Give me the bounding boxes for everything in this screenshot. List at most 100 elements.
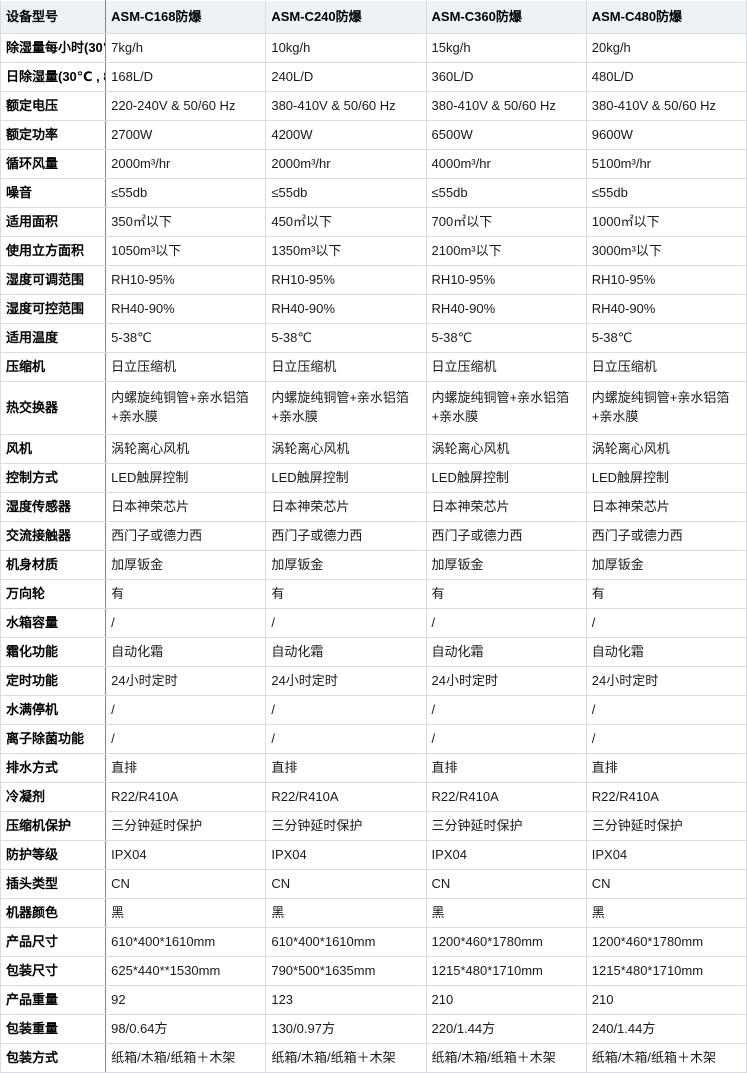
spec-value-cell: RH10-95%	[265, 265, 427, 295]
row-label: 适用面积	[0, 207, 107, 237]
spec-value-cell: 自动化霜	[586, 637, 747, 667]
spec-value-cell: 有	[426, 579, 587, 609]
table-row: 湿度可控范围 RH40-90% RH40-90% RH40-90% RH40-90%	[0, 294, 747, 324]
spec-value-cell: 1050m³以下	[105, 236, 267, 266]
spec-value-cell: 日立压缩机	[426, 352, 587, 382]
row-label: 额定功率	[0, 120, 107, 150]
spec-value-cell: 内螺旋纯铜管+亲水铝箔+亲水膜	[105, 381, 267, 435]
spec-value-cell: RH10-95%	[586, 265, 747, 295]
spec-value-cell: 直排	[426, 753, 587, 783]
table-row: 除湿量每小时(30℃ , 80%RH)7kg/h10kg/h15kg/h20kg…	[0, 33, 747, 63]
spec-value-cell: RH10-95%	[105, 265, 267, 295]
table-body: 除湿量每小时(30℃ , 80%RH)7kg/h10kg/h15kg/h20kg…	[0, 33, 747, 1073]
spec-value-cell: 450㎡以下	[265, 207, 427, 237]
spec-value-cell: 7kg/h	[105, 33, 267, 63]
spec-value-cell: 98/0.64方	[105, 1014, 267, 1044]
spec-value-cell: 加厚钣金	[265, 550, 427, 580]
spec-value-cell: 自动化霜	[105, 637, 267, 667]
row-label: 风机	[0, 434, 107, 464]
table-row: 控制方式 LED触屏控制 LED触屏控制 LED触屏控制 LED触屏控制	[0, 463, 747, 493]
table-row: 压缩机保护 三分钟延时保护 三分钟延时保护 三分钟延时保护 三分钟延时保护	[0, 811, 747, 841]
spec-value-cell: /	[105, 608, 267, 638]
spec-value-cell: 790*500*1635mm	[265, 956, 427, 986]
spec-value-cell: 有	[586, 579, 747, 609]
spec-value-cell: 黑	[265, 898, 427, 928]
row-label: 万向轮	[0, 579, 107, 609]
spec-value-cell: 380-410V & 50/60 Hz	[265, 91, 427, 121]
spec-value-cell: 日立压缩机	[586, 352, 747, 382]
column-header-spec-name: 设备型号	[0, 0, 107, 34]
spec-value-cell: LED触屏控制	[426, 463, 587, 493]
spec-value-cell: 210	[586, 985, 747, 1015]
row-label: 离子除菌功能	[0, 724, 107, 754]
spec-value-cell: 黑	[586, 898, 747, 928]
spec-value-cell: 涡轮离心风机	[105, 434, 267, 464]
spec-value-cell: 350㎡以下	[105, 207, 267, 237]
spec-value-cell: /	[265, 608, 427, 638]
spec-value-cell: CN	[426, 869, 587, 899]
row-label: 交流接触器	[0, 521, 107, 551]
spec-value-cell: 西门子或德力西	[426, 521, 587, 551]
table-row: 包装尺寸 625*440**1530mm 790*500*1635mm 1215*48…	[0, 956, 747, 986]
spec-value-cell: 日本神荣芯片	[426, 492, 587, 522]
spec-value-cell: 三分钟延时保护	[105, 811, 267, 841]
spec-value-cell: 1350m³以下	[265, 236, 427, 266]
table-row: 机器颜色黑黑黑黑	[0, 898, 747, 928]
spec-value-cell: 涡轮离心风机	[586, 434, 747, 464]
spec-value-cell: 1000㎡以下	[586, 207, 747, 237]
spec-value-cell: /	[265, 724, 427, 754]
row-label: 排水方式	[0, 753, 107, 783]
spec-value-cell: 5-38℃	[105, 323, 267, 353]
row-label: 机器颜色	[0, 898, 107, 928]
row-label: 使用立方面积	[0, 236, 107, 266]
table-row: 机身材质 加厚钣金 加厚钣金 加厚钣金 加厚钣金	[0, 550, 747, 580]
table-row: 使用立方面积 1050m³以下 1350m³以下 2100m³以下 3000m³以下	[0, 236, 747, 266]
spec-value-cell: 5-38℃	[586, 323, 747, 353]
table-row: 排水方式 直排 直排 直排 直排	[0, 753, 747, 783]
spec-value-cell: 2000m³/hr	[105, 149, 267, 179]
spec-value-cell: 24小时定时	[105, 666, 267, 696]
table-row: 包装方式 纸箱/木箱/纸箱＋木架 纸箱/木箱/纸箱＋木架 纸箱/木箱/纸箱＋木架 纸箱/…	[0, 1043, 747, 1073]
row-label: 水满停机	[0, 695, 107, 725]
spec-value-cell: 6500W	[426, 120, 587, 150]
table-row: 额定功率 2700W 4200W 6500W 9600W	[0, 120, 747, 150]
spec-value-cell: IPX04	[265, 840, 427, 870]
spec-value-cell: CN	[265, 869, 427, 899]
spec-value-cell: 加厚钣金	[586, 550, 747, 580]
spec-value-cell: 5100m³/hr	[586, 149, 747, 179]
spec-value-cell: 92	[105, 985, 267, 1015]
spec-value-cell: 日立压缩机	[105, 352, 267, 382]
spec-value-cell: 纸箱/木箱/纸箱＋木架	[105, 1043, 267, 1073]
spec-value-cell: RH10-95%	[426, 265, 587, 295]
spec-value-cell: 西门子或德力西	[265, 521, 427, 551]
spec-value-cell: 20kg/h	[586, 33, 747, 63]
row-label: 循环风量	[0, 149, 107, 179]
spec-value-cell: RH40-90%	[105, 294, 267, 324]
spec-value-cell: 日本神荣芯片	[265, 492, 427, 522]
spec-value-cell: ≤55db	[105, 178, 267, 208]
row-label: 霜化功能	[0, 637, 107, 667]
row-label: 噪音	[0, 178, 107, 208]
spec-value-cell: 24小时定时	[426, 666, 587, 696]
table-row: 产品尺寸 610*400*1610mm 610*400*1610mm 1200*460…	[0, 927, 747, 957]
row-label: 机身材质	[0, 550, 107, 580]
spec-value-cell: ≤55db	[426, 178, 587, 208]
spec-value-cell: 168L/D	[105, 62, 267, 92]
spec-value-cell: /	[105, 724, 267, 754]
table-row: 湿度传感器 日本神荣芯片 日本神荣芯片 日本神荣芯片 日本神荣芯片	[0, 492, 747, 522]
spec-value-cell: 210	[426, 985, 587, 1015]
spec-value-cell: /	[426, 695, 587, 725]
spec-value-cell: 5-38℃	[265, 323, 427, 353]
spec-value-cell: 纸箱/木箱/纸箱＋木架	[586, 1043, 747, 1073]
row-label: 压缩机	[0, 352, 107, 382]
spec-value-cell: 380-410V & 50/60 Hz	[426, 91, 587, 121]
spec-value-cell: 涡轮离心风机	[426, 434, 587, 464]
table-row: 水满停机 / / / /	[0, 695, 747, 725]
table-row: 防护等级 IPX04 IPX04 IPX04 IPX04	[0, 840, 747, 870]
spec-value-cell: 9600W	[586, 120, 747, 150]
spec-value-cell: /	[586, 724, 747, 754]
spec-value-cell: 加厚钣金	[105, 550, 267, 580]
spec-value-cell: 涡轮离心风机	[265, 434, 427, 464]
spec-value-cell: 三分钟延时保护	[426, 811, 587, 841]
